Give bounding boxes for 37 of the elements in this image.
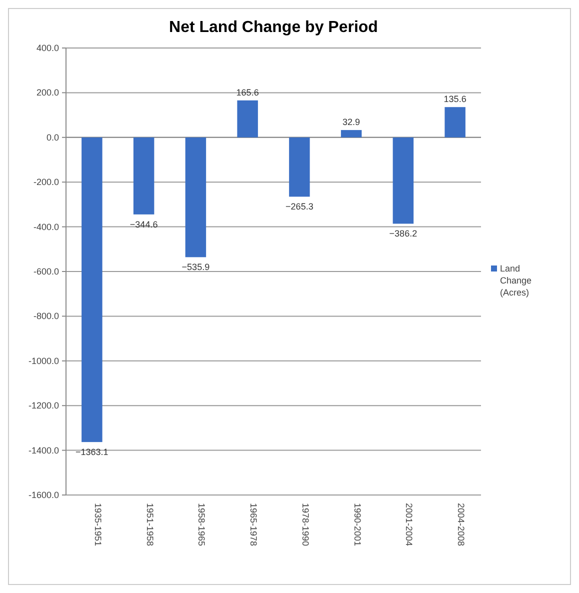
y-tick-label: -600.0 [33, 266, 59, 276]
y-tick-label: 400.0 [36, 43, 59, 53]
x-tick-label: 1958-1965 [196, 503, 207, 546]
x-tick-label: 1965-1978 [248, 503, 259, 546]
data-label: 32.9 [342, 117, 360, 128]
bar [392, 137, 414, 224]
bar [289, 137, 310, 197]
y-tick-label: -1400.0 [28, 445, 59, 456]
chart-title: Net Land Change by Period [169, 19, 378, 36]
bar [237, 100, 258, 138]
x-tick-label: 2001-2004 [404, 503, 414, 546]
y-tick-label: -1200.0 [28, 400, 59, 411]
data-label: −535.9 [182, 262, 210, 272]
data-label: −344.6 [130, 219, 158, 230]
y-tick-label: -1000.0 [28, 356, 59, 366]
x-tick-label: 1951-1958 [144, 503, 155, 546]
data-label: −265.3 [286, 202, 314, 212]
data-label: −1363.1 [76, 447, 108, 458]
x-tick-label: 2004-2008 [456, 503, 466, 546]
bar [185, 137, 206, 258]
y-tick-label: -400.0 [33, 222, 59, 232]
x-tick-label: 1935-1951 [92, 503, 103, 546]
data-label: 135.6 [444, 94, 466, 104]
bar [340, 130, 362, 138]
legend-label: Land Change (Acres) [500, 264, 532, 298]
bar [444, 107, 466, 138]
x-tick-label: 1978-1990 [300, 503, 310, 546]
y-tick-label: 200.0 [36, 88, 59, 98]
y-tick-label: -1600.0 [28, 490, 59, 500]
y-tick-label: -800.0 [33, 311, 59, 322]
data-label: 165.6 [236, 87, 259, 98]
bar [82, 137, 102, 442]
x-tick-label: 1990-2001 [352, 503, 362, 546]
bar [133, 137, 154, 214]
y-tick-label: -200.0 [33, 177, 59, 188]
y-tick-label: 0.0 [46, 132, 59, 142]
data-label: −386.2 [389, 228, 418, 239]
